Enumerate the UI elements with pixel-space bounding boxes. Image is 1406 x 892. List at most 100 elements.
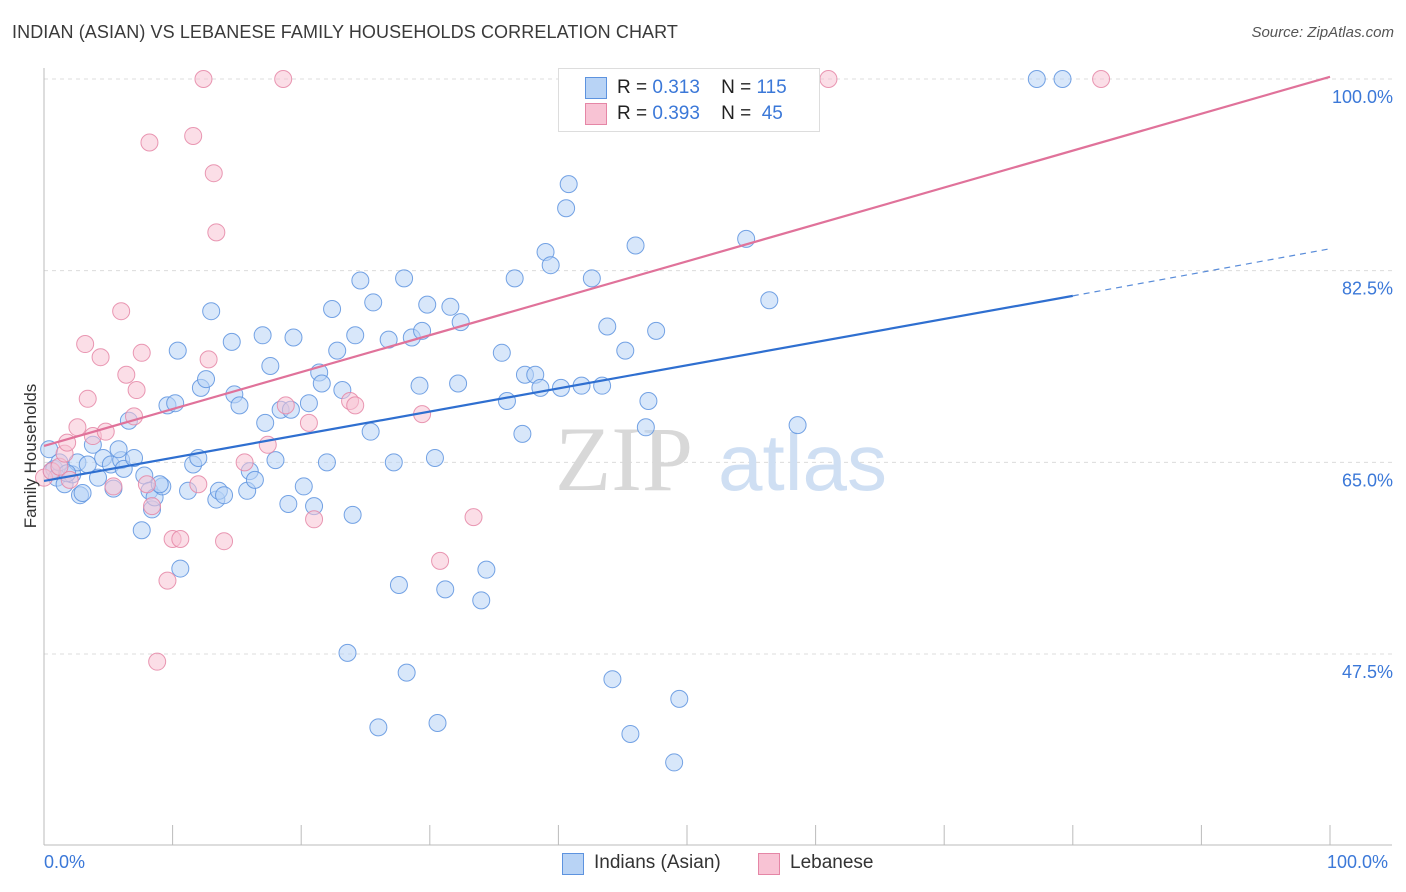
legend-swatch-lebanese [585,103,607,125]
legend-n-label: N = [721,77,752,98]
series-lebanese-points [35,70,1111,671]
data-point-indians [253,326,272,345]
data-point-indians [168,341,187,360]
data-point-lebanese [68,418,87,437]
data-point-indians [230,396,249,415]
data-point-indians [505,269,524,288]
data-point-lebanese [199,350,218,369]
watermark-atlas: atlas [718,418,887,507]
data-point-indians [171,559,190,578]
legend-swatch-indians [585,77,607,99]
data-point-indians [202,302,221,321]
data-point-indians [598,317,617,336]
data-point-indians [1053,70,1072,88]
legend-n-value-indians: 115 [756,77,787,98]
data-point-indians [557,199,576,218]
data-point-lebanese [274,70,293,88]
data-point-indians [582,269,601,288]
data-point-indians [215,486,234,505]
data-point-lebanese [235,453,254,472]
trend-line-indians [43,294,1073,483]
x-tick-label-min: 0.0% [44,852,86,872]
data-point-indians [294,477,313,496]
data-point-indians [284,328,303,347]
data-point-indians [441,297,460,316]
data-point-indians [312,374,331,393]
bottom-legend-label-indians: Indians (Asian) [594,852,721,873]
data-point-indians [425,448,444,467]
data-point-indians [351,271,370,290]
data-point-indians [497,392,516,410]
bottom-legend-swatch-indians [562,853,584,875]
data-point-indians [109,440,128,459]
data-point-indians [328,341,347,360]
data-point-lebanese [431,551,450,570]
data-point-indians [472,591,491,610]
bottom-legend-swatch-lebanese [758,853,780,875]
y-tick-label: 100.0% [1332,87,1393,107]
data-point-indians [197,370,216,389]
data-point-lebanese [143,497,162,516]
data-point-indians [266,451,285,470]
data-point-lebanese [140,133,159,152]
data-point-indians [647,321,666,340]
data-point-indians [760,291,779,310]
data-point-lebanese [1092,70,1111,88]
data-point-indians [338,643,357,662]
data-point-indians [389,576,408,594]
data-point-indians [89,468,108,487]
data-point-lebanese [184,126,203,145]
legend-r-label: R = [617,77,648,98]
data-point-indians [279,494,298,513]
data-point-lebanese [148,652,167,671]
data-point-lebanese [137,475,156,494]
data-point-lebanese [91,348,110,367]
data-point-indians [384,453,403,472]
data-point-lebanese [112,302,131,321]
data-point-lebanese [215,532,234,551]
data-point-indians [477,560,496,579]
data-point-indians [492,343,511,362]
data-point-indians [513,424,532,443]
data-point-lebanese [104,477,123,496]
legend-r-value-indians: 0.313 [652,77,700,98]
data-point-indians [621,724,640,743]
chart-title: INDIAN (ASIAN) VS LEBANESE FAMILY HOUSEH… [12,22,679,42]
data-point-indians [346,326,365,345]
x-tick-label-max: 100.0% [1327,852,1389,872]
data-point-lebanese [171,530,190,548]
data-point-lebanese [299,413,318,432]
data-point-indians [665,753,684,772]
y-tick-labels: 100.0% 82.5% 65.0% 47.5% [1332,87,1393,682]
data-point-lebanese [117,365,136,384]
data-point-lebanese [132,343,151,362]
data-point-indians [436,580,455,599]
data-point-indians [788,416,807,435]
grid [44,78,1392,655]
data-point-indians [369,718,388,737]
data-point-indians [418,295,437,314]
data-point-indians [261,356,280,375]
correlation-legend: R = 0.313 N = 115 R = 0.393 N = 45 [558,68,820,132]
legend-n-label: N = [721,103,752,124]
data-point-lebanese [194,70,213,88]
watermark-zip: ZIP [555,408,693,510]
data-point-lebanese [78,389,97,408]
data-point-indians [361,422,380,441]
data-point-indians [451,313,470,332]
data-point-indians [428,714,447,732]
data-point-lebanese [464,508,483,527]
data-point-indians [639,392,658,410]
legend-r-label: R = [617,103,648,124]
data-point-lebanese [346,396,365,415]
data-point-indians [125,448,144,467]
data-point-indians [222,332,241,351]
trend-line-indians-extension [1072,248,1331,297]
data-point-lebanese [76,335,95,354]
data-point-lebanese [276,396,295,415]
trend-line-lebanese [43,75,1331,447]
data-point-indians [616,341,635,360]
data-point-indians [1027,70,1046,88]
data-point-indians [541,256,560,275]
data-point-indians [559,175,578,194]
